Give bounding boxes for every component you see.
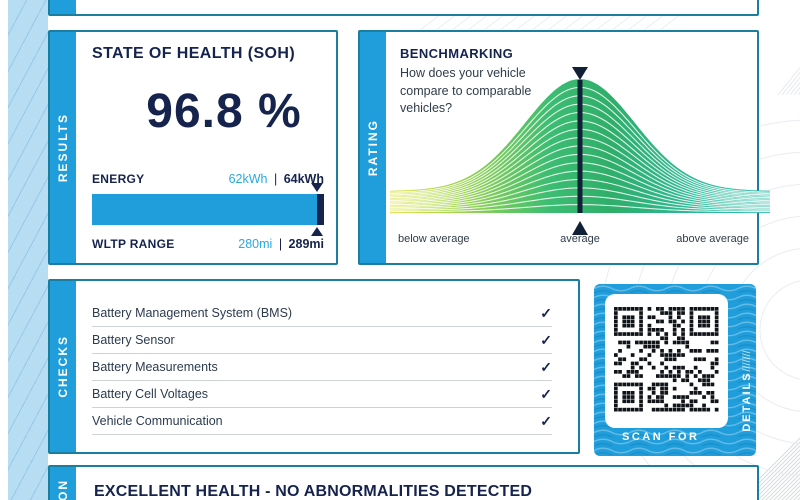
axis-label-above-average: above average [676,233,749,245]
check-label: Battery Management System (BMS) [92,306,293,320]
rating-tab: RATING [360,32,386,263]
wltp-range-values: 280mi | 289mi [238,237,324,251]
energy-bar-fill [92,194,317,225]
left-margin-strip [8,0,48,500]
wltp-separator: | [278,237,283,251]
bell-curve-svg [389,67,771,235]
checks-tab-label: CHECKS [56,335,70,398]
check-pass-icon: ✓ [540,331,552,348]
check-row-battery-measurements: Battery Measurements ✓ [92,354,552,381]
check-label: Vehicle Communication [92,414,223,428]
benchmarking-subtitle: How does your vehicle compare to compara… [400,66,532,115]
gauge-marker-bottom [310,227,323,236]
check-pass-icon: ✓ [540,412,552,429]
rating-tab-label: RATING [366,118,380,177]
axis-label-average: average [560,233,600,245]
check-row-battery-sensor: Battery Sensor ✓ [92,327,552,354]
checks-list: Battery Management System (BMS) ✓ Batter… [92,300,552,435]
hatch-decoration: /////// [741,350,753,372]
check-pass-icon: ✓ [540,304,552,321]
benchmarking-title: BENCHMARKING [400,46,514,61]
soh-value: 96.8 % [146,85,302,138]
conclusion-tab: CONCLUSION [50,467,76,500]
gauge-marker-top [310,183,323,192]
details-label: DETAILS/////// [741,350,753,432]
energy-label: ENERGY [92,172,145,186]
qr-code-background [605,294,728,428]
energy-current-value: 62kWh [228,172,268,186]
checks-section: CHECKS Battery Management System (BMS) ✓… [48,279,580,454]
energy-gauge [92,183,324,236]
results-tab-label: RESULTS [56,112,70,183]
conclusion-tab-label: CONCLUSION [56,479,70,500]
qr-panel: SCAN FOR DETAILS/////// [594,284,756,456]
previous-section-box [48,0,759,16]
soh-title: STATE OF HEALTH (SOH) [92,45,296,62]
axis-label-below-average: below average [398,233,470,245]
scan-for-label: SCAN FOR [622,431,700,443]
benchmark-distribution-chart [389,66,771,246]
wltp-total-value: 289mi [288,237,324,251]
wltp-range-label: WLTP RANGE [92,237,175,251]
check-row-bms: Battery Management System (BMS) ✓ [92,300,552,327]
check-row-battery-cell-voltages: Battery Cell Voltages ✓ [92,381,552,408]
previous-section-tab [50,0,76,14]
rating-section: RATING BENCHMARKING How does your vehicl… [358,30,771,265]
energy-separator: | [273,172,278,186]
conclusion-message: EXCELLENT HEALTH - NO ABNORMALITIES DETE… [94,483,533,500]
check-pass-icon: ✓ [540,358,552,375]
conclusion-section: CONCLUSION EXCELLENT HEALTH - NO ABNORMA… [48,465,759,500]
energy-total-value: 64kWh [283,172,324,186]
energy-values: 62kWh | 64kWh [229,172,324,186]
wltp-current-value: 280mi [238,237,273,251]
results-section: RESULTS STATE OF HEALTH (SOH) 96.8 % ENE… [48,30,338,265]
check-label: Battery Sensor [92,333,175,347]
results-tab: RESULTS [50,32,76,263]
qr-code-svg [614,307,719,412]
check-label: Battery Cell Voltages [92,387,209,401]
check-label: Battery Measurements [92,360,218,374]
checks-tab: CHECKS [50,281,76,452]
check-pass-icon: ✓ [540,385,552,402]
check-row-vehicle-communication: Vehicle Communication ✓ [92,408,552,435]
